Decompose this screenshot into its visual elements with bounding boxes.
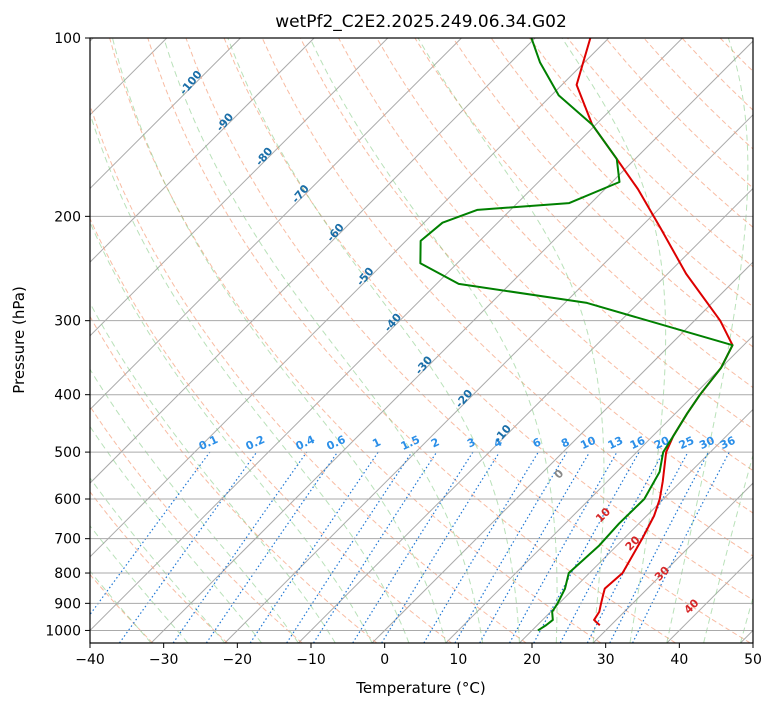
x-tick-label: 40 (670, 652, 688, 668)
isotherm-line (224, 114, 753, 643)
moist-adiabat-line (163, 38, 484, 643)
y-tick-label: 300 (54, 314, 81, 330)
y-tick-label: 600 (54, 492, 81, 508)
y-tick-label: 500 (54, 445, 81, 461)
profile-series (419, 38, 734, 632)
mixing-ratio-line (90, 451, 211, 616)
mixing-ratio-line (286, 451, 413, 643)
moist-adiabat-line (90, 570, 152, 643)
dewpoint-line (419, 38, 734, 632)
x-tick-label: −20 (223, 652, 253, 668)
chart-title: wetPf2_C2E2.2025.249.06.34.G02 (275, 12, 567, 32)
isotherm-line (592, 482, 753, 643)
isotherm-line (519, 408, 753, 643)
moist-adiabat-line (417, 38, 605, 643)
isotherm-line (90, 38, 315, 263)
isotherm-line (90, 38, 241, 190)
moist-adiabat-line (309, 38, 558, 643)
x-tick-label: 50 (744, 652, 762, 668)
mixing-ratio-line (313, 451, 438, 643)
isotherm-line (90, 38, 610, 558)
dry-adiabat-line (185, 38, 751, 643)
mixing-ratio-label: 36 (718, 434, 738, 452)
isotherm-line (298, 187, 753, 643)
isotherm-line (90, 38, 536, 484)
moist-adiabat-line (666, 38, 749, 643)
mixing-ratio-line (249, 451, 379, 643)
moist-adiabat-line (561, 38, 667, 643)
x-tick-label: 0 (380, 652, 389, 668)
isotherm-line (150, 40, 753, 643)
mixing-ratio-line (205, 451, 339, 643)
background-lines (90, 38, 753, 643)
moist-adiabat-line (739, 596, 753, 643)
dry-adiabat-line (223, 38, 753, 601)
isotherm-line (90, 38, 389, 337)
dry-adiabat-line (490, 38, 753, 308)
moist-adiabat-line (90, 112, 410, 643)
dry-adiabat-line (90, 103, 527, 643)
dry-adiabat-line (109, 38, 602, 643)
dry-adiabat-line (90, 405, 303, 643)
isotherm-line (90, 38, 462, 411)
mixing-ratio-line (119, 451, 258, 643)
y-tick-label: 100 (54, 31, 81, 47)
dry-adiabat-line (90, 315, 378, 643)
y-axis-label: Pressure (hPa) (10, 286, 28, 394)
x-tick-label: −40 (75, 652, 105, 668)
mixing-ratio-line (533, 451, 640, 643)
mixing-ratio-label: 30 (697, 434, 717, 452)
x-tick-label: −30 (149, 652, 179, 668)
mixing-ratio-line (172, 451, 308, 643)
x-tick-label: 30 (597, 652, 615, 668)
mixing-ratio-label: 13 (606, 434, 625, 452)
axis-ticks: −40 −30 −20 −10 0 10 20 30 40 50 100 200 300 400 500 60… (45, 31, 762, 668)
mixing-ratio-line (509, 451, 618, 643)
mixing-ratio-line (381, 451, 500, 643)
dry-adiabat-line (414, 38, 753, 389)
dry-adiabat-line (147, 38, 676, 643)
isotherm-line (371, 261, 753, 643)
x-tick-label: −10 (296, 652, 326, 668)
moist-adiabat-line (90, 425, 263, 643)
mixing-ratio-line (559, 451, 664, 643)
dry-adiabat-line (90, 217, 452, 643)
y-tick-label: 800 (54, 566, 81, 582)
x-tick-label: 10 (449, 652, 467, 668)
moist-adiabat-line (90, 368, 299, 643)
y-tick-label: 200 (54, 209, 81, 225)
dry-adiabat-line (90, 573, 154, 643)
isotherm-line (445, 335, 753, 643)
mixing-ratio-line (632, 451, 730, 643)
mixing-ratio-label: 10 (578, 434, 598, 452)
plot-frame (89, 37, 754, 644)
dry-adiabat-line (261, 38, 753, 557)
mixing-ratio-label: 16 (628, 434, 648, 452)
y-tick-label: 900 (54, 596, 81, 612)
x-axis-label: Temperature (°C) (355, 679, 485, 697)
moist-adiabat-line (90, 221, 373, 643)
y-tick-label: 1000 (45, 623, 81, 639)
moist-adiabat-line (703, 453, 753, 643)
dry-adiabat-line (338, 38, 753, 472)
mixing-ratio-label: 25 (677, 434, 696, 452)
moist-adiabat-line (90, 477, 226, 643)
x-tick-label: 20 (523, 652, 541, 668)
y-tick-label: 700 (54, 532, 81, 548)
y-tick-label: 400 (54, 388, 81, 404)
moist-adiabat-line (111, 38, 447, 643)
moist-adiabat-line (90, 524, 189, 643)
moist-adiabat-line (90, 302, 336, 643)
moist-adiabat-line (227, 38, 520, 643)
plot-area (90, 38, 753, 643)
dry-adiabat-line (90, 490, 228, 643)
